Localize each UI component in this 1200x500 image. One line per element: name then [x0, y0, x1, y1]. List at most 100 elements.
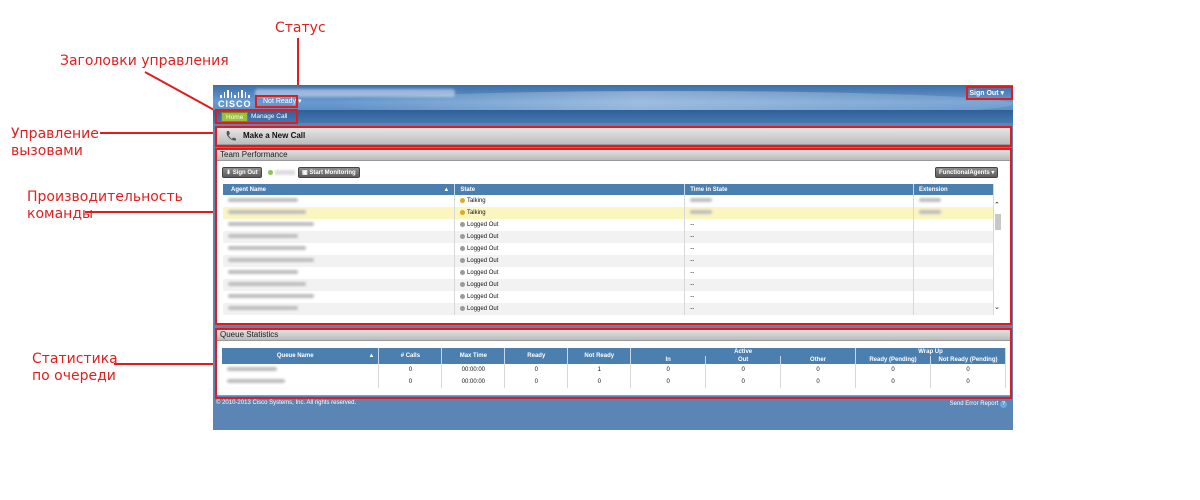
highlight-sign-out [966, 86, 1013, 100]
state-icon [460, 293, 466, 299]
team-table-scrollbar[interactable]: ⌃ ⌄ [994, 199, 1002, 317]
state-cell: Logged Out [454, 243, 686, 255]
col-wrapup-ready-pending[interactable]: Ready (Pending) [855, 356, 931, 364]
team-selector-label: FunctionalAgents [939, 170, 990, 176]
state-icon [460, 221, 466, 227]
col-active-in[interactable]: In [630, 356, 707, 364]
table-row[interactable]: Talking [223, 207, 994, 219]
col-ready[interactable]: Ready [504, 348, 569, 364]
table-row[interactable]: 0 00:00:00 0 0 0 0 0 0 0 [222, 376, 1007, 388]
chevron-up-icon[interactable]: ⌃ [994, 202, 1000, 209]
queue-max-time-cell: 00:00:00 [441, 376, 506, 388]
table-row[interactable]: Logged Out -- [223, 279, 994, 291]
queue-not-ready-cell: 0 [567, 376, 632, 388]
time-in-state-cell: -- [684, 231, 915, 243]
col-group-wrap-up: Wrap Up [855, 348, 1006, 356]
state-cell: Logged Out [454, 291, 686, 303]
time-in-state-cell: -- [684, 291, 915, 303]
callout-status: Статус [275, 20, 326, 36]
queue-in-cell: 0 [630, 376, 707, 388]
col-extension[interactable]: Extension [913, 184, 994, 195]
agent-name-cell [223, 267, 456, 279]
highlight-status [255, 95, 298, 108]
sort-arrow-icon: ▲ [368, 353, 375, 359]
extension-cell [913, 231, 994, 243]
table-row[interactable]: Logged Out -- [223, 219, 994, 231]
team-performance-title: Team Performance [216, 149, 1010, 161]
extension-cell [913, 279, 994, 291]
table-row[interactable]: 0 00:00:00 0 1 0 0 0 0 0 [222, 364, 1007, 376]
callout-queue-statistics: Статистика по очереди [32, 351, 118, 384]
table-row[interactable]: Logged Out -- [223, 267, 994, 279]
queue-not-ready-cell: 1 [567, 364, 632, 376]
highlight-queue-statistics [215, 328, 1012, 399]
col-not-ready[interactable]: Not Ready [567, 348, 632, 364]
state-icon [460, 245, 466, 251]
queue-calls-cell: 0 [378, 376, 443, 388]
queue-max-time-cell: 00:00:00 [441, 364, 506, 376]
send-error-report-link[interactable]: Send Error Report ? [950, 401, 1007, 408]
start-monitoring-label: Start Monitoring [309, 170, 356, 176]
extension-cell [913, 267, 994, 279]
cisco-logo: CISCO [218, 90, 252, 110]
state-cell: Logged Out [454, 267, 686, 279]
col-state[interactable]: State [454, 184, 686, 195]
green-status-icon [268, 170, 273, 175]
table-row[interactable]: Logged Out -- [223, 231, 994, 243]
queue-out-cell: 0 [705, 376, 782, 388]
time-in-state-cell: -- [684, 219, 915, 231]
col-time-in-state[interactable]: Time in State [684, 184, 915, 195]
table-row[interactable]: Logged Out -- [223, 303, 994, 315]
agent-name-cell [223, 303, 456, 315]
agent-status-dropdown[interactable]: Not Ready ▾ [257, 97, 308, 107]
highlight-team-performance [215, 148, 1012, 325]
col-active-other[interactable]: Other [780, 356, 857, 364]
state-icon [460, 281, 466, 287]
team-performance-panel: Team Performance ⬇ Sign Out ▣ Start Moni… [215, 148, 1011, 324]
state-cell: Logged Out [454, 279, 686, 291]
team-selector-dropdown[interactable]: FunctionalAgents ▾ [935, 167, 999, 178]
col-calls[interactable]: # Calls [378, 348, 443, 364]
app-footer: © 2010-2013 Cisco Systems, Inc. All righ… [213, 397, 1013, 411]
start-monitoring-button[interactable]: ▣ Start Monitoring [298, 167, 360, 178]
scrollbar-thumb[interactable] [995, 214, 1001, 230]
agent-name-cell [223, 231, 456, 243]
extension-cell [913, 255, 994, 267]
team-sign-out-button[interactable]: ⬇ Sign Out [222, 167, 262, 178]
queue-name-cell [222, 364, 380, 376]
queue-statistics-title: Queue Statistics [216, 329, 1010, 341]
state-cell: Logged Out [454, 303, 686, 315]
chevron-down-icon[interactable]: ⌄ [994, 304, 1000, 311]
tab-home[interactable]: Home [221, 112, 249, 122]
chevron-down-icon: ▾ [1000, 90, 1004, 97]
extension-cell [913, 219, 994, 231]
agent-name-cell [223, 195, 456, 207]
team-performance-table: Agent Name ▲ State Time in State Extensi… [223, 184, 994, 315]
table-row[interactable]: Logged Out -- [223, 243, 994, 255]
logo-text: CISCO [218, 99, 252, 109]
state-icon [460, 233, 466, 239]
nav-bar: Home Manage Call [213, 110, 1013, 123]
queue-ready-cell: 0 [504, 364, 569, 376]
tab-manage-call[interactable]: Manage Call [251, 113, 288, 120]
col-agent-name[interactable]: Agent Name ▲ [223, 184, 456, 195]
col-wrapup-not-ready-pending[interactable]: Not Ready (Pending) [930, 356, 1007, 364]
sign-out-icon: ⬇ [226, 170, 232, 176]
col-active-out[interactable]: Out [705, 356, 782, 364]
extension-cell [913, 195, 994, 207]
table-row[interactable]: Logged Out -- [223, 255, 994, 267]
table-row[interactable]: Logged Out -- [223, 291, 994, 303]
extension-cell [913, 207, 994, 219]
app-header: CISCO Not Ready ▾ Sign Out ▾ Home Manage… [213, 85, 1013, 123]
sign-out-button[interactable]: Sign Out ▾ [965, 88, 1008, 99]
highlight-nav-headers [215, 109, 298, 124]
col-max-time[interactable]: Max Time [441, 348, 506, 364]
make-new-call-label: Make a New Call [243, 131, 306, 140]
send-error-report-label: Send Error Report [949, 401, 999, 407]
phone-icon [226, 131, 236, 141]
help-icon: ? [1000, 401, 1007, 408]
agent-name-cell [223, 243, 456, 255]
col-queue-name[interactable]: Queue Name ▲ [222, 348, 380, 364]
table-row[interactable]: Talking [223, 195, 994, 207]
state-icon [460, 197, 466, 203]
